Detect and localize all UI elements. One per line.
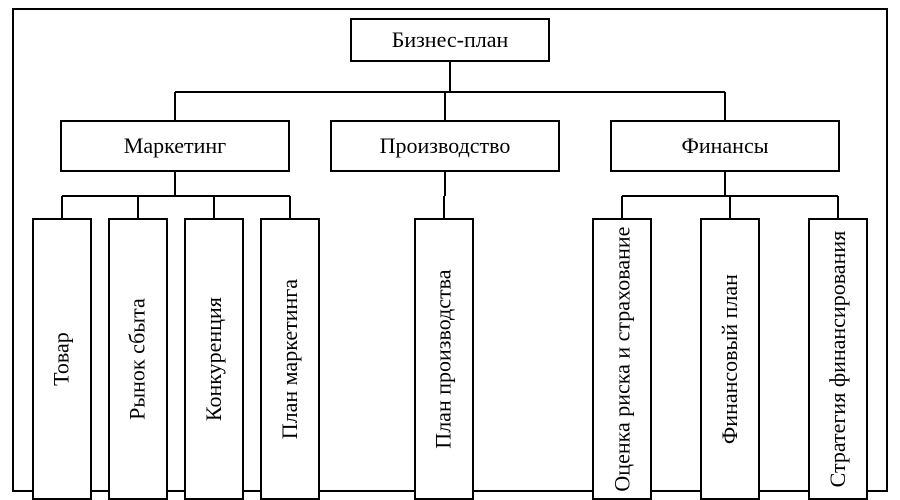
leaf-label-7: Стратегия финансирования (826, 231, 850, 488)
leaf-label-5: Оценка риска и страхование (610, 227, 634, 492)
leaf-node-7: Стратегия финансирования (808, 218, 868, 500)
leaf-node-0: Товар (32, 218, 92, 500)
leaf-node-6: Финансовый план (700, 218, 760, 500)
mid-label-marketing: Маркетинг (124, 134, 226, 158)
leaf-label-0: Товар (50, 332, 74, 386)
leaf-node-3: План маркетинга (260, 218, 320, 500)
leaf-node-2: Конкуренция (184, 218, 244, 500)
leaf-label-3: План маркетинга (278, 279, 302, 439)
leaf-node-5: Оценка риска и страхование (592, 218, 652, 500)
mid-node-production: Производство (330, 120, 560, 172)
leaf-label-4: План производства (432, 269, 456, 448)
leaf-node-4: План производства (414, 218, 474, 500)
mid-label-finance: Финансы (681, 134, 768, 158)
mid-node-marketing: Маркетинг (60, 120, 290, 172)
root-label: Бизнес-план (392, 28, 509, 52)
leaf-node-1: Рынок сбыта (108, 218, 168, 500)
leaf-label-1: Рынок сбыта (126, 298, 150, 420)
mid-label-production: Производство (380, 134, 511, 158)
mid-node-finance: Финансы (610, 120, 840, 172)
leaf-label-6: Финансовый план (718, 274, 742, 444)
leaf-label-2: Конкуренция (202, 297, 226, 421)
root-node: Бизнес-план (350, 18, 550, 62)
